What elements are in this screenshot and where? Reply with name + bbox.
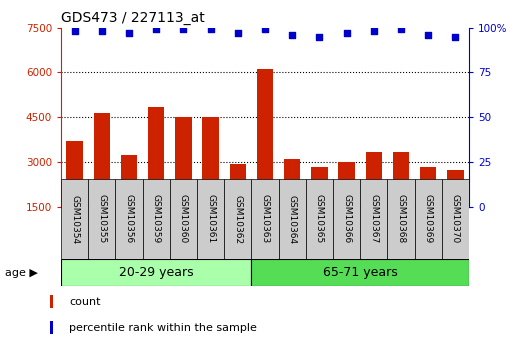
Text: GSM10359: GSM10359 (152, 195, 161, 244)
Text: 20-29 years: 20-29 years (119, 266, 193, 279)
Text: GSM10370: GSM10370 (451, 195, 460, 244)
Text: percentile rank within the sample: percentile rank within the sample (69, 323, 257, 333)
Bar (224, 179, 251, 259)
Bar (50, 321, 53, 334)
Bar (447, 170, 464, 207)
Point (234, 30, 242, 36)
Text: GSM10364: GSM10364 (288, 195, 297, 244)
Text: count: count (69, 297, 101, 307)
Bar (279, 179, 306, 259)
Text: GSM10355: GSM10355 (98, 195, 106, 244)
Point (98, 28, 106, 34)
Bar (148, 107, 164, 207)
Point (288, 32, 296, 38)
Text: 65-71 years: 65-71 years (323, 266, 398, 279)
Bar (387, 179, 414, 259)
Bar (61, 259, 251, 286)
Bar (420, 167, 436, 207)
Point (179, 27, 188, 32)
Bar (360, 179, 387, 259)
Text: GSM10360: GSM10360 (179, 195, 188, 244)
Bar (311, 167, 328, 207)
Text: GSM10366: GSM10366 (342, 195, 351, 244)
Point (125, 30, 133, 36)
Text: GSM10363: GSM10363 (261, 195, 269, 244)
Bar (66, 141, 83, 207)
Bar (88, 179, 116, 259)
Bar (442, 179, 469, 259)
Bar (61, 179, 88, 259)
Text: age ▶: age ▶ (5, 268, 38, 277)
Bar (94, 113, 110, 207)
Text: GSM10356: GSM10356 (125, 195, 134, 244)
Bar (306, 179, 333, 259)
Bar (257, 69, 273, 207)
Bar (50, 295, 53, 308)
Point (152, 27, 161, 32)
Text: GSM10368: GSM10368 (396, 195, 405, 244)
Bar (175, 117, 191, 207)
Bar (251, 259, 469, 286)
Text: GSM10362: GSM10362 (233, 195, 242, 244)
Bar (339, 162, 355, 207)
Point (397, 27, 405, 32)
Point (424, 32, 432, 38)
Bar (170, 179, 197, 259)
Text: GDS473 / 227113_at: GDS473 / 227113_at (61, 11, 205, 25)
Bar (251, 179, 279, 259)
Text: GSM10354: GSM10354 (70, 195, 79, 244)
Bar (333, 179, 360, 259)
Bar (366, 152, 382, 207)
Bar (284, 159, 301, 207)
Point (261, 27, 269, 32)
Bar (121, 155, 137, 207)
Bar (229, 164, 246, 207)
Bar (414, 179, 442, 259)
Point (369, 28, 378, 34)
Point (315, 34, 324, 39)
Bar (393, 152, 409, 207)
Point (206, 27, 215, 32)
Text: GSM10369: GSM10369 (424, 195, 432, 244)
Bar (116, 179, 143, 259)
Point (70, 28, 79, 34)
Bar (202, 117, 219, 207)
Text: GSM10365: GSM10365 (315, 195, 324, 244)
Point (342, 30, 351, 36)
Text: GSM10361: GSM10361 (206, 195, 215, 244)
Text: GSM10367: GSM10367 (369, 195, 378, 244)
Bar (143, 179, 170, 259)
Bar (197, 179, 224, 259)
Point (451, 34, 460, 39)
